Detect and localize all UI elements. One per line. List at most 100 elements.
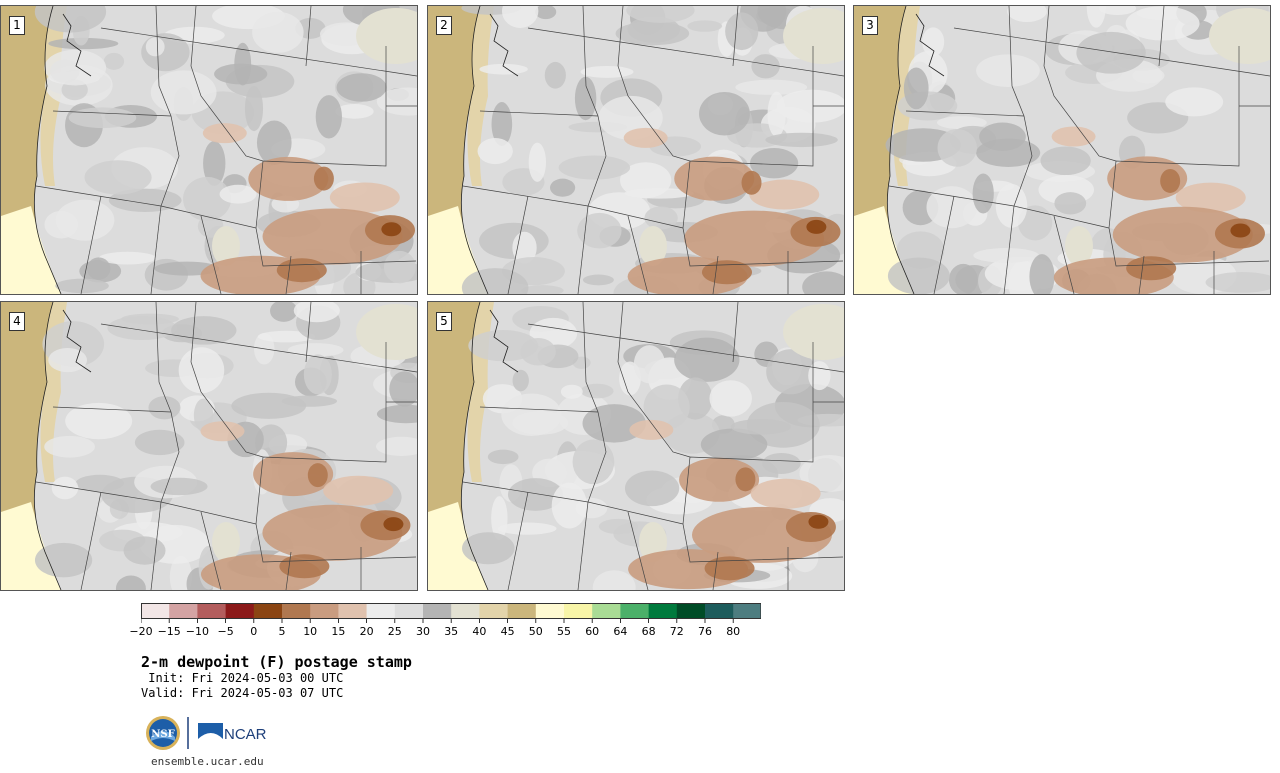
colorbar-swatch bbox=[620, 603, 649, 619]
dry-air-region bbox=[785, 511, 836, 542]
ncar-logo: NCAR bbox=[198, 723, 267, 743]
dry-air-region bbox=[313, 166, 334, 191]
colorbar-swatch bbox=[451, 603, 480, 619]
panel-number-label: 1 bbox=[9, 16, 25, 35]
colorbar-swatch bbox=[507, 603, 537, 619]
colorbar-swatch bbox=[253, 603, 283, 619]
dry-air-region bbox=[674, 156, 755, 201]
coastline bbox=[460, 6, 489, 294]
map-panel-3: 3 bbox=[853, 5, 1271, 295]
colorbar-tick-label: 20 bbox=[359, 625, 374, 638]
dry-air-region bbox=[1160, 168, 1181, 193]
colorbar-tick-labels: −20 −15 −10 −5 0 5 10 15 20 25 30 35 40 45 50 55 60 64 68 7… bbox=[129, 625, 761, 639]
colorbar-swatch bbox=[535, 603, 565, 619]
colorbar-swatch bbox=[394, 603, 424, 619]
colorbar-tick-label: 68 bbox=[641, 625, 656, 638]
dewpoint-map bbox=[854, 6, 1270, 294]
colorbar-tick-label: 25 bbox=[387, 625, 402, 638]
state-borders bbox=[35, 302, 417, 590]
panel-number-label: 3 bbox=[862, 16, 878, 35]
colorbar-swatch bbox=[197, 603, 226, 619]
state-borders bbox=[35, 6, 417, 294]
state-borders bbox=[462, 6, 844, 294]
dry-air-region bbox=[750, 478, 821, 509]
dry-air-region bbox=[279, 554, 330, 579]
panel-number-label: 2 bbox=[436, 16, 452, 35]
dry-air-region bbox=[200, 421, 245, 442]
dry-air-region bbox=[704, 556, 755, 581]
colorbar-tick-label: 10 bbox=[303, 625, 318, 638]
dry-air-region bbox=[383, 517, 404, 532]
colorbar-swatch bbox=[338, 603, 367, 619]
colorbar-swatch bbox=[733, 603, 761, 619]
colorbar-tick-label: 5 bbox=[278, 625, 286, 638]
colorbar-swatch bbox=[225, 603, 255, 619]
panel-number-label: 4 bbox=[9, 312, 25, 331]
dry-air-region bbox=[248, 156, 329, 201]
svg-text:NSF: NSF bbox=[151, 729, 174, 740]
dry-air-region bbox=[1112, 206, 1253, 263]
chart-title: 2-m dewpoint (F) postage stamp bbox=[141, 653, 412, 671]
dewpoint-map bbox=[1, 6, 417, 294]
colorbar-tick-label: −10 bbox=[185, 625, 209, 638]
coastline bbox=[460, 302, 489, 590]
colorbar-tick-label: −5 bbox=[217, 625, 234, 638]
colorbar-tick-label: 76 bbox=[698, 625, 712, 638]
nsf-logo: NSF bbox=[146, 716, 180, 750]
svg-text:NCAR: NCAR bbox=[224, 726, 267, 743]
colorbar-swatch bbox=[676, 603, 706, 619]
dry-air-region bbox=[381, 222, 402, 237]
sponsor-logos: NSF NCAR bbox=[146, 716, 267, 750]
dry-air-region bbox=[701, 260, 752, 285]
state-borders bbox=[888, 6, 1270, 294]
dry-air-region bbox=[329, 182, 400, 213]
dry-air-region bbox=[262, 208, 403, 265]
colorbar-tick-label: 50 bbox=[528, 625, 543, 638]
colorbar-tick-label: 45 bbox=[500, 625, 515, 638]
dry-air-region bbox=[808, 514, 829, 529]
dry-air-region bbox=[623, 127, 668, 148]
colorbar-tick-label: −15 bbox=[157, 625, 181, 638]
colorbar-tick-label: 60 bbox=[585, 625, 600, 638]
colorbar-swatch bbox=[592, 603, 621, 619]
map-panel-2: 2 bbox=[427, 5, 845, 295]
map-panel-5: 5 bbox=[427, 301, 845, 591]
dry-air-region bbox=[307, 463, 328, 488]
colorbar-tick-label: 72 bbox=[669, 625, 684, 638]
dry-air-region bbox=[202, 123, 247, 144]
colorbar-swatch bbox=[282, 603, 311, 619]
coastline bbox=[886, 6, 915, 294]
dry-air-region bbox=[741, 170, 762, 195]
coastline bbox=[33, 6, 62, 294]
map-panel-1: 1 bbox=[0, 5, 418, 295]
coastline bbox=[33, 302, 62, 590]
dry-air-region bbox=[684, 210, 825, 267]
dry-air-region bbox=[323, 475, 394, 506]
colorbar-tick-label: 0 bbox=[250, 625, 258, 638]
init-time: Init: Fri 2024-05-03 00 UTC bbox=[141, 671, 344, 685]
dewpoint-colorbar bbox=[141, 603, 761, 623]
dry-air-region bbox=[735, 467, 756, 492]
dry-air-region bbox=[1230, 223, 1251, 238]
colorbar-swatch bbox=[366, 603, 396, 619]
colorbar-swatch bbox=[423, 603, 452, 619]
colorbar-tick-label: 64 bbox=[613, 625, 628, 638]
dry-air-region bbox=[749, 179, 820, 210]
dry-air-region bbox=[629, 419, 674, 440]
dry-air-region bbox=[276, 258, 327, 283]
colorbar-tick-label: 55 bbox=[557, 625, 571, 638]
colorbar-tick-label: 35 bbox=[444, 625, 459, 638]
colorbar-tick-label: 30 bbox=[416, 625, 430, 638]
colorbar-tick-label: 80 bbox=[726, 625, 741, 638]
state-borders bbox=[462, 302, 844, 590]
panel-number-label: 5 bbox=[436, 312, 452, 331]
dry-air-region bbox=[1126, 256, 1177, 281]
colorbar-swatch bbox=[648, 603, 678, 619]
colorbar-swatch bbox=[564, 603, 593, 619]
dry-air-region bbox=[1051, 126, 1096, 147]
colorbar-swatch bbox=[141, 603, 170, 619]
valid-time: Valid: Fri 2024-05-03 07 UTC bbox=[141, 686, 344, 700]
colorbar-tick-label: 40 bbox=[472, 625, 487, 638]
dewpoint-map bbox=[428, 302, 844, 590]
dewpoint-map bbox=[428, 6, 844, 294]
